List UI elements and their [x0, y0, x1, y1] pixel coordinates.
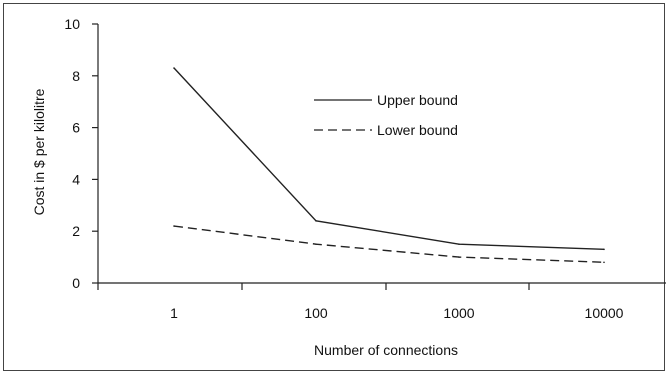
x-tick-label: 100: [304, 305, 328, 321]
data-point-upper-bound: [603, 248, 605, 251]
chart-frame: [3, 3, 665, 371]
x-tick-label: 1000: [443, 305, 474, 321]
legend-label-upper-bound: Upper bound: [377, 92, 458, 108]
data-point-lower-bound: [458, 256, 460, 258]
y-tick-label: 0: [72, 275, 80, 291]
x-ticks: 1 100 1000 10000: [97, 283, 624, 321]
legend: Upper bound Lower bound: [314, 92, 458, 138]
legend-label-lower-bound: Lower bound: [377, 122, 458, 138]
series-layer: [173, 67, 605, 264]
y-tick-label: 6: [72, 120, 80, 136]
data-point-lower-bound: [603, 261, 605, 264]
y-tick-label: 2: [72, 223, 80, 239]
y-axis-title: Cost in $ per kilolitre: [31, 88, 47, 215]
y-tick-label: 4: [72, 171, 80, 187]
series-line-upper-bound: [173, 67, 605, 251]
data-point-lower-bound: [173, 225, 175, 227]
x-tick-label: 10000: [585, 305, 624, 321]
data-point-lower-bound: [315, 243, 317, 245]
x-axis-title: Number of connections: [314, 342, 458, 358]
y-tick-label: 8: [72, 68, 80, 84]
y-tick-label: 10: [64, 16, 80, 32]
data-point-upper-bound: [315, 220, 317, 222]
data-point-upper-bound: [458, 243, 460, 245]
y-ticks: 0 2 4 6 8 10: [64, 16, 98, 291]
series-line-lower-bound: [173, 225, 605, 263]
data-point-upper-bound: [173, 67, 175, 69]
x-tick-label: 1: [170, 305, 178, 321]
